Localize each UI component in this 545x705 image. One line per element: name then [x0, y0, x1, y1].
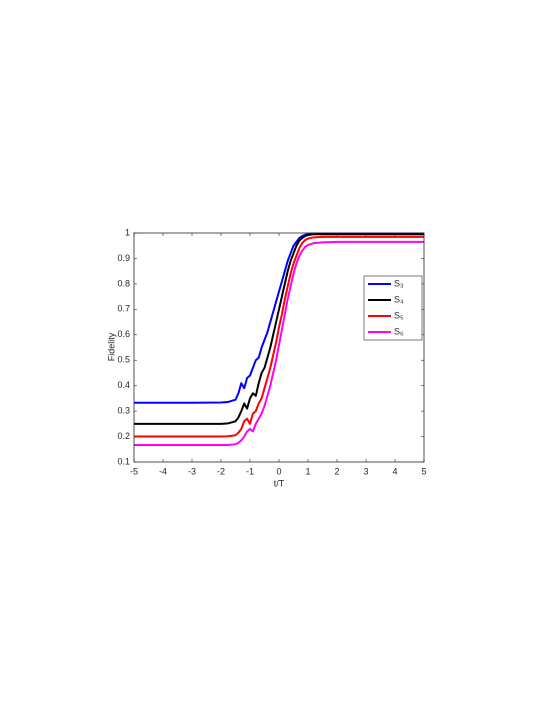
x-tick-label: 1	[305, 466, 310, 476]
y-axis-label: Fidelity	[106, 332, 116, 361]
x-tick-label: -5	[130, 466, 138, 476]
y-tick-label: 0.1	[117, 456, 130, 466]
x-tick-label: 0	[276, 466, 281, 476]
y-tick-label: 0.3	[117, 405, 130, 415]
legend-label: S₃	[394, 278, 404, 288]
y-tick-label: 0.2	[117, 431, 130, 441]
line-series	[134, 232, 424, 404]
line-series	[134, 233, 424, 425]
y-tick-label: 0.5	[117, 355, 130, 365]
x-tick-label: -2	[217, 466, 225, 476]
x-tick-label: 5	[421, 466, 426, 476]
y-tick-label: 0.9	[117, 253, 130, 263]
x-tick-label: 4	[392, 466, 397, 476]
y-tick-label: 1	[125, 227, 130, 237]
legend-box	[363, 275, 423, 341]
y-tick-label: 0.6	[117, 329, 130, 339]
x-tick-label: 3	[363, 466, 368, 476]
legend-label: S₄	[394, 294, 404, 304]
legend-label: S₅	[394, 310, 404, 320]
x-tick-label: -3	[188, 466, 196, 476]
x-tick-label: -1	[246, 466, 254, 476]
x-tick-label: -4	[159, 466, 167, 476]
y-tick-label: 0.8	[117, 278, 130, 288]
axes-frame	[133, 232, 425, 463]
line-series	[134, 235, 424, 438]
line-series	[134, 240, 424, 446]
legend-label: S₆	[394, 326, 404, 336]
x-tick-label: 2	[334, 466, 339, 476]
x-axis-label: t/T	[274, 478, 285, 488]
y-tick-label: 0.4	[117, 380, 130, 390]
y-tick-label: 0.7	[117, 304, 130, 314]
